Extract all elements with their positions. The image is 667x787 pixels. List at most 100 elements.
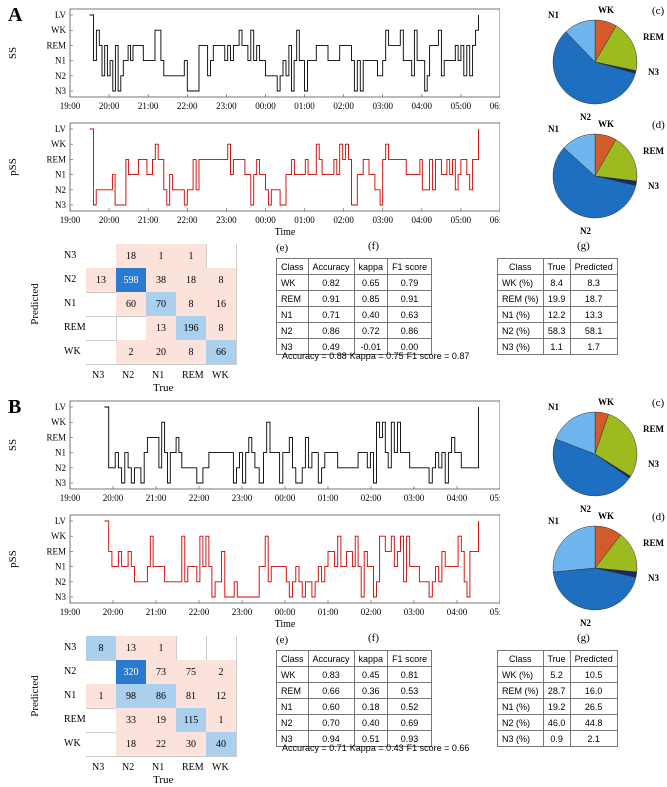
cm-row-label: REM bbox=[64, 322, 86, 333]
pie-slice-n2 bbox=[552, 438, 630, 497]
table-cell: N3 (%) bbox=[497, 338, 544, 355]
table-row: N3 0.94 0.51 0.93 bbox=[276, 730, 433, 747]
x-tick-label: 02:00 bbox=[361, 607, 382, 617]
pie-label: WK bbox=[598, 511, 614, 521]
hypnogram-pss: LV WK REM N1 N2 N3 19:00 20:00 21:00 22:00 23:00 00… bbox=[7, 514, 500, 630]
x-tick-label: 03:00 bbox=[404, 607, 425, 617]
cm-cell: 8 bbox=[86, 636, 117, 661]
table-row: N3 (%) 1.1 1.7 bbox=[497, 338, 618, 355]
table-cell: 28.7 bbox=[542, 682, 571, 699]
cm-row-label: N2 bbox=[64, 666, 77, 677]
table-row: WK 0.82 0.65 0.79 bbox=[276, 274, 433, 291]
x-tick-label: 21:00 bbox=[138, 101, 159, 111]
metrics-table: Class Accuracy kappa F1 score WK 0.82 0.65 0.79… bbox=[276, 258, 433, 355]
x-tick-label: 05:00 bbox=[490, 607, 500, 617]
y-axis-label: SS bbox=[7, 439, 19, 451]
plot-frame bbox=[69, 122, 500, 212]
table-cell: 0.86 bbox=[307, 322, 355, 339]
x-tick-label: 20:00 bbox=[99, 215, 120, 225]
y-tick-label: WK bbox=[51, 139, 66, 149]
metrics-summary: Accuracy = 0.71 Kappa = 0.43 F1 score = 0.… bbox=[282, 743, 472, 753]
cm-cell: 81 bbox=[176, 684, 207, 709]
table-header-row: Class Accuracy kappa F1 score bbox=[276, 650, 433, 667]
cm-cell: 8 bbox=[176, 292, 207, 317]
x-tick-label: 21:00 bbox=[146, 607, 167, 617]
x-tick-label: 20:00 bbox=[99, 101, 120, 111]
table-cell: 46.0 bbox=[542, 714, 571, 731]
x-tick-label: 04:00 bbox=[412, 101, 433, 111]
table-cell: N2 (%) bbox=[497, 714, 544, 731]
cm-cell: 16 bbox=[206, 292, 237, 317]
cm-col-label: WK bbox=[212, 762, 229, 773]
cm-cell: 1 bbox=[206, 708, 237, 733]
cm-cell: 196 bbox=[176, 316, 207, 341]
cm-col-label: REM bbox=[182, 370, 204, 381]
table-cell: 0.71 bbox=[307, 306, 355, 323]
table-cell: 0.70 bbox=[307, 714, 355, 731]
cm-col-label: N1 bbox=[152, 762, 165, 773]
column-header: True bbox=[542, 258, 571, 275]
table-cell: N1 (%) bbox=[497, 306, 544, 323]
cm-cell: 1 bbox=[176, 244, 207, 269]
pie-label: WK bbox=[598, 5, 614, 15]
cm-row-label: N3 bbox=[64, 642, 77, 653]
table-cell: 2.1 bbox=[569, 730, 618, 747]
pie-label: REM bbox=[643, 424, 665, 434]
table-cell: WK (%) bbox=[497, 666, 544, 683]
table-cell: 44.8 bbox=[569, 714, 618, 731]
column-header: F1 score bbox=[387, 258, 433, 275]
summary-value: Accuracy = 0.88 bbox=[282, 351, 347, 361]
table-cell: 0.40 bbox=[353, 306, 389, 323]
table-cell: REM bbox=[276, 682, 309, 699]
table-row: N1 0.60 0.18 0.52 bbox=[276, 698, 433, 715]
cm-cell: 20 bbox=[146, 340, 177, 365]
cm-cell: 598 bbox=[116, 268, 147, 293]
x-tick-label: 21:00 bbox=[138, 215, 159, 225]
table-row: WK 0.83 0.45 0.81 bbox=[276, 666, 433, 683]
table-cell: 0.60 bbox=[307, 698, 355, 715]
table-cell: 0.79 bbox=[387, 274, 433, 291]
pie-label: REM bbox=[643, 146, 665, 156]
subplot-tag: (c) bbox=[652, 5, 665, 17]
table-cell: -0.01 bbox=[353, 338, 389, 355]
y-axis-label: Predicted bbox=[28, 283, 41, 325]
subplot-tag: (e) bbox=[276, 242, 289, 254]
pie-slice-rem bbox=[594, 139, 638, 182]
column-header: Class bbox=[276, 258, 309, 275]
table-cell: 0.93 bbox=[387, 730, 433, 747]
table-cell: 0.65 bbox=[353, 274, 389, 291]
table-cell: 1.7 bbox=[569, 338, 618, 355]
table-cell: N1 (%) bbox=[497, 698, 544, 715]
x-tick-label: 00:00 bbox=[255, 101, 276, 111]
y-tick-label: N3 bbox=[55, 478, 66, 488]
cm-cell bbox=[176, 636, 207, 661]
cm-cell: 18 bbox=[116, 732, 147, 757]
table-cell: N1 bbox=[276, 698, 309, 715]
pie-slice-rem bbox=[594, 413, 638, 477]
table-row: WK (%) 5.2 10.5 bbox=[497, 666, 618, 683]
x-tick-label: 06:00 bbox=[490, 101, 500, 111]
cm-cell: 1 bbox=[146, 636, 177, 661]
x-tick-label: 23:00 bbox=[232, 607, 253, 617]
x-axis-label: True bbox=[153, 382, 174, 394]
cm-cell: 30 bbox=[176, 732, 207, 757]
x-tick-label: 05:00 bbox=[490, 493, 500, 503]
y-tick-label: LV bbox=[55, 516, 67, 526]
column-header: Accuracy bbox=[307, 258, 355, 275]
table-cell: 0.91 bbox=[387, 290, 433, 307]
table-cell: 18.7 bbox=[569, 290, 618, 307]
table-cell: 0.72 bbox=[353, 322, 389, 339]
x-tick-label: 00:00 bbox=[275, 493, 296, 503]
y-tick-label: REM bbox=[46, 432, 66, 442]
x-tick-label: 19:00 bbox=[60, 607, 81, 617]
pie-slice-n1 bbox=[565, 19, 596, 63]
panel-label: B bbox=[8, 396, 22, 418]
cm-cell: 8 bbox=[206, 268, 237, 293]
x-tick-label: 06:00 bbox=[490, 215, 500, 225]
x-axis-label: Time bbox=[275, 227, 296, 238]
cm-col-label: N3 bbox=[92, 762, 105, 773]
cm-cell: 8 bbox=[206, 316, 237, 341]
subplot-tag: (e) bbox=[276, 634, 289, 646]
cm-cell: 70 bbox=[146, 292, 177, 317]
table-cell: REM bbox=[276, 290, 309, 307]
